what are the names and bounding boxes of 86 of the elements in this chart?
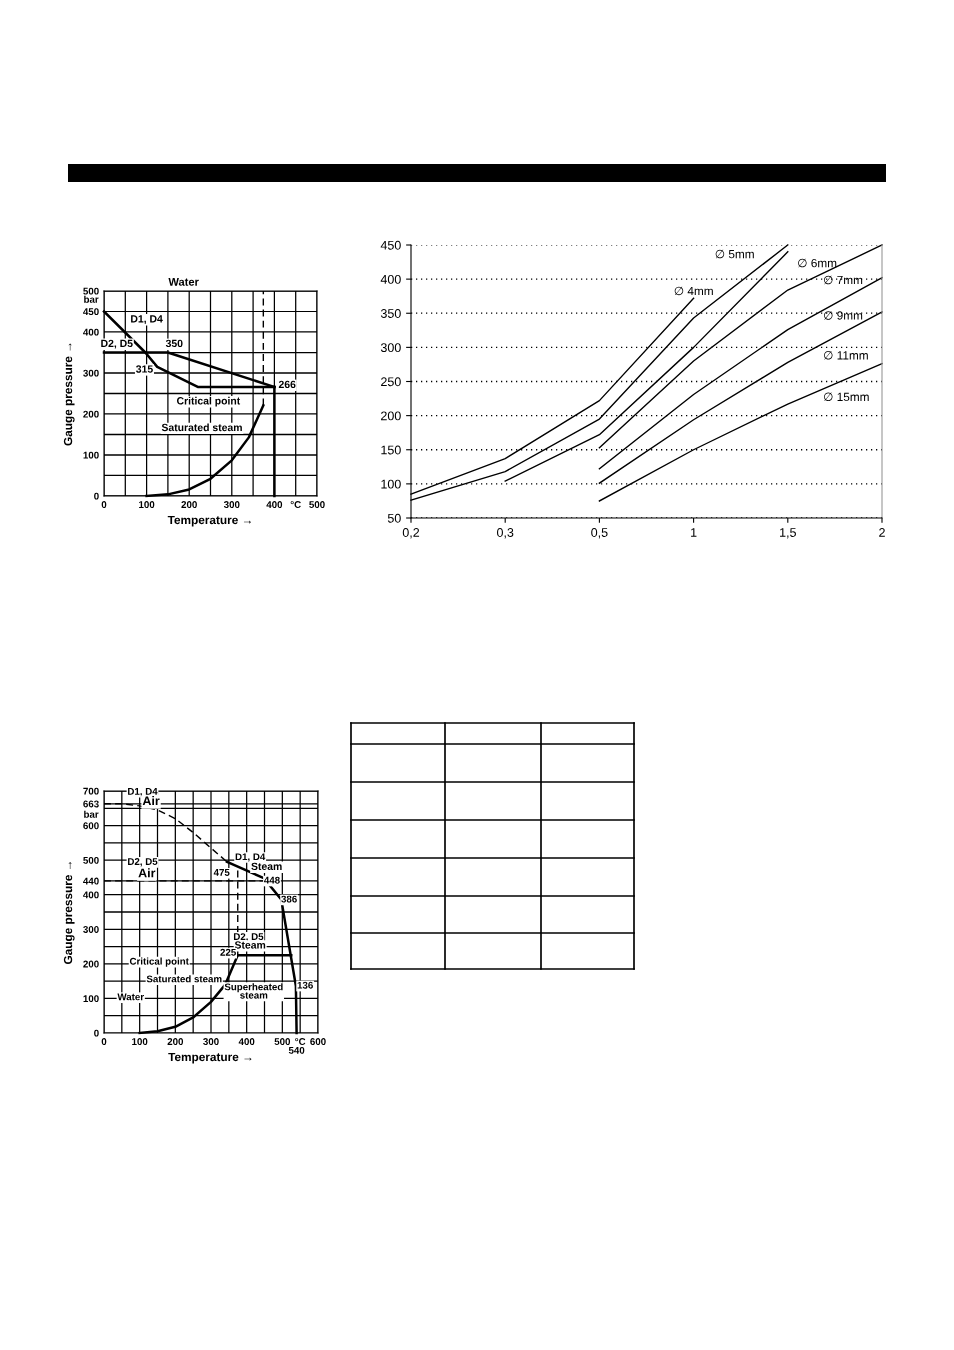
y-tick-label: 100 xyxy=(83,451,99,459)
y-tick-label: 200 xyxy=(83,960,99,968)
text: 540 xyxy=(288,1046,305,1054)
y-tick-label: 700 xyxy=(83,787,99,795)
series-label: ∅ 4mm xyxy=(674,286,713,296)
series-label: ∅ 6mm xyxy=(798,258,837,268)
x-tick-label: 200 xyxy=(167,1038,184,1045)
x-tick-label: 100 xyxy=(132,1038,148,1045)
x-tick-label: 400 xyxy=(266,501,283,508)
annotation: D2, D5 xyxy=(128,858,158,867)
series-label: ∅ 9mm xyxy=(824,311,863,320)
annotation: 136 xyxy=(297,981,313,989)
series-label: ∅ 15mm xyxy=(824,392,869,402)
x-tick-label: 600 xyxy=(310,1038,326,1045)
series-label: ∅ 7mm xyxy=(824,275,863,285)
y-tick-label: 300 xyxy=(380,343,401,353)
text: bar xyxy=(84,810,99,818)
x-tick-label: 100 xyxy=(139,501,155,508)
annotation: 266 xyxy=(278,380,296,389)
y-tick-label: 50 xyxy=(387,513,401,523)
y-tick-label: 400 xyxy=(83,328,99,336)
y-tick-label: 440 xyxy=(83,877,99,885)
annotation: D1, D4 xyxy=(128,788,158,797)
x-tick-label: 0 xyxy=(101,501,107,508)
y-tick-label: 663 xyxy=(83,800,99,808)
x-tick-label: 300 xyxy=(203,1038,219,1046)
y-tick-label: 400 xyxy=(380,274,401,284)
x-tick-label: 0,2 xyxy=(402,528,420,539)
annotation: D2, D5 xyxy=(233,933,264,942)
annotation: Water xyxy=(117,993,144,1001)
annotation: D1, D4 xyxy=(131,315,163,325)
annotation: Critical point xyxy=(129,957,189,967)
y-tick-label: 0 xyxy=(94,492,99,500)
x-tick-label: 1,5 xyxy=(780,528,796,539)
annotation: 350 xyxy=(165,339,183,348)
x-tick-label: °C xyxy=(290,501,301,508)
y-tick-label: 200 xyxy=(83,410,99,418)
x-tick-label: 300 xyxy=(223,501,240,509)
y-tick-label: 100 xyxy=(381,479,401,489)
series-label: ∅ 11mm xyxy=(824,351,868,360)
annotation: Critical point xyxy=(176,396,241,407)
y-tick-label: 0 xyxy=(94,1029,99,1037)
y-tick-label: 150 xyxy=(381,445,401,455)
x-tick-label: 0 xyxy=(101,1038,107,1045)
annotation: D2, D5 xyxy=(101,339,133,349)
annotation: Saturated steam xyxy=(161,423,242,432)
x-tick-label: 500 xyxy=(274,1038,291,1045)
y-axis-title: Gauge pressure → xyxy=(63,343,75,446)
x-axis-title: Temperature → xyxy=(168,1052,252,1064)
annotation: 386 xyxy=(281,895,297,903)
annotation: Steam xyxy=(251,862,282,871)
series-label: ∅ 5mm xyxy=(715,249,754,259)
y-tick-label: 200 xyxy=(381,411,401,421)
y-axis-title: Gauge pressure → xyxy=(63,861,75,964)
annotation: Air xyxy=(138,868,156,878)
y-tick-label: 300 xyxy=(83,369,99,377)
annotation: Superheated steam xyxy=(224,983,283,999)
x-tick-label: °C xyxy=(295,1038,306,1045)
x-tick-label: 1 xyxy=(691,528,697,537)
y-tick-label: 450 xyxy=(83,308,99,316)
text: bar xyxy=(84,295,99,303)
y-tick-label: 500 xyxy=(83,856,99,864)
x-tick-label: 2 xyxy=(879,528,885,537)
annotation: 448 xyxy=(264,876,280,884)
annotation: Air xyxy=(142,796,160,806)
annotation: 225 xyxy=(220,948,236,956)
x-tick-label: 400 xyxy=(238,1038,255,1045)
y-tick-label: 600 xyxy=(83,822,99,830)
x-tick-label: 0,5 xyxy=(591,528,608,539)
y-tick-label: 500 xyxy=(83,287,99,295)
y-tick-label: 250 xyxy=(381,377,401,387)
x-axis-title: Temperature → xyxy=(167,515,251,527)
x-tick-label: 200 xyxy=(181,501,197,508)
annotation: Steam xyxy=(234,941,266,949)
y-tick-label: 400 xyxy=(83,891,99,899)
x-tick-label: 500 xyxy=(309,501,325,508)
annotation: D1, D4 xyxy=(235,853,266,862)
text: Water xyxy=(168,278,199,286)
annotation: 315 xyxy=(136,365,153,373)
y-tick-label: 300 xyxy=(83,926,99,933)
x-tick-label: 0,3 xyxy=(497,528,514,539)
annotation: 475 xyxy=(213,869,230,876)
y-tick-label: 100 xyxy=(83,995,99,1003)
y-tick-label: 450 xyxy=(380,240,401,250)
annotation: Saturated steam xyxy=(146,975,222,983)
y-tick-label: 350 xyxy=(380,309,401,318)
